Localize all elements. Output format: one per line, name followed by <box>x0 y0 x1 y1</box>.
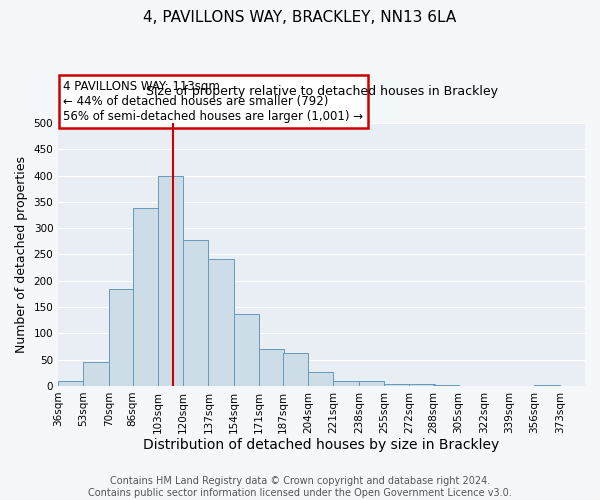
Bar <box>259 349 284 386</box>
Bar <box>535 385 560 386</box>
Bar <box>409 384 434 386</box>
Bar <box>433 385 458 386</box>
X-axis label: Distribution of detached houses by size in Brackley: Distribution of detached houses by size … <box>143 438 500 452</box>
Bar <box>158 176 183 386</box>
Bar <box>83 362 109 386</box>
Title: Size of property relative to detached houses in Brackley: Size of property relative to detached ho… <box>146 85 497 98</box>
Bar <box>133 208 158 386</box>
Bar <box>283 354 308 386</box>
Text: Contains HM Land Registry data © Crown copyright and database right 2024.
Contai: Contains HM Land Registry data © Crown c… <box>88 476 512 498</box>
Y-axis label: Number of detached properties: Number of detached properties <box>15 156 28 353</box>
Bar <box>308 372 334 386</box>
Bar <box>234 314 259 386</box>
Text: 4, PAVILLONS WAY, BRACKLEY, NN13 6LA: 4, PAVILLONS WAY, BRACKLEY, NN13 6LA <box>143 10 457 25</box>
Bar <box>359 380 384 386</box>
Bar <box>109 288 134 386</box>
Bar <box>208 258 234 386</box>
Text: 4 PAVILLONS WAY: 113sqm
← 44% of detached houses are smaller (792)
56% of semi-d: 4 PAVILLONS WAY: 113sqm ← 44% of detache… <box>64 80 364 123</box>
Bar <box>334 380 359 386</box>
Bar <box>183 240 208 386</box>
Bar <box>58 380 83 386</box>
Bar <box>384 384 409 386</box>
